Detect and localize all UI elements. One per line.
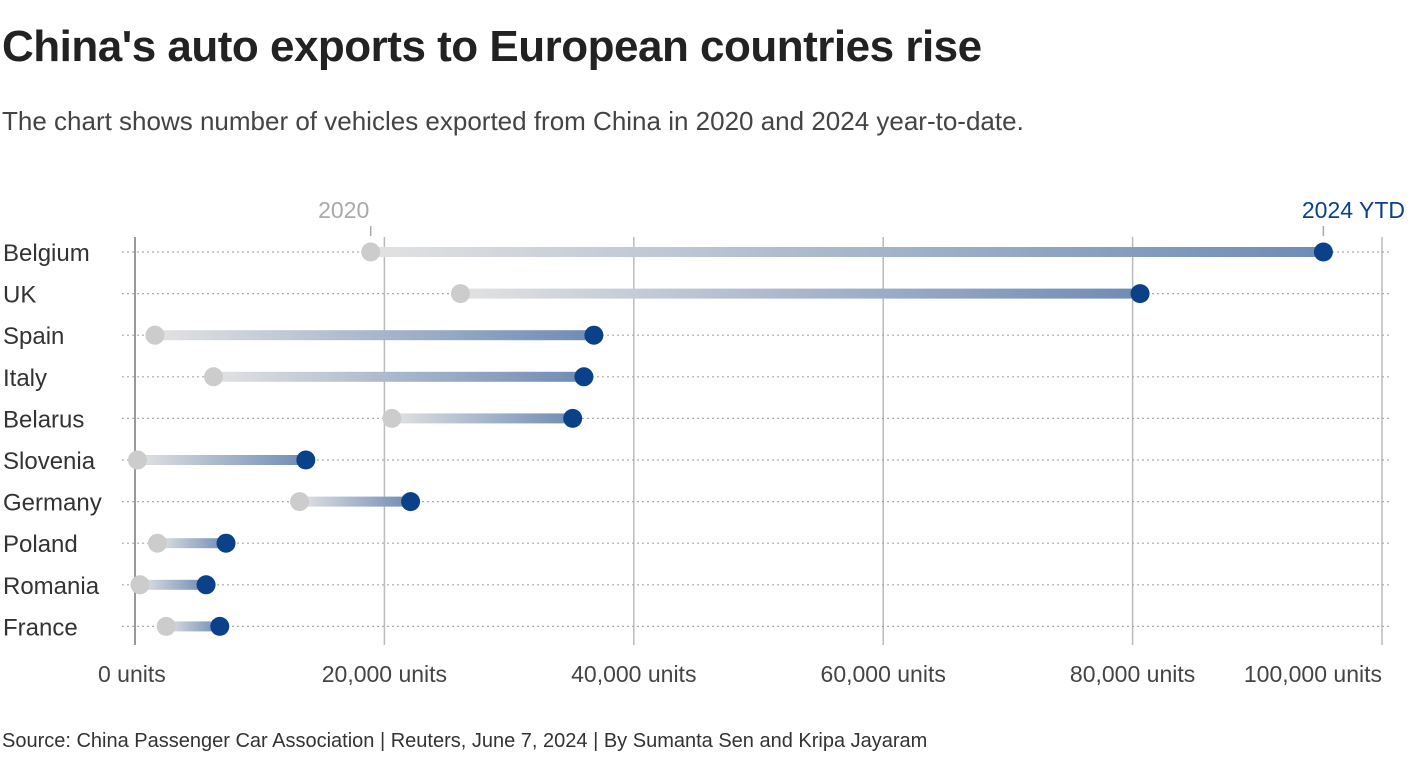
point-2024-ytd [1130,284,1150,304]
connector-bar [460,288,1141,299]
point-2020 [450,284,470,304]
connector-bar [391,413,573,424]
x-tick-label: 100,000 units [1244,661,1382,687]
category-label: Belarus [3,406,84,433]
point-2024-ytd [196,575,216,595]
point-2024-ytd [296,450,316,470]
legend-2024-ytd: 2024 YTD [1302,197,1405,223]
point-2024-ytd [574,367,594,387]
connector-bar [139,579,207,590]
connector-bar [213,371,584,382]
connector-bar [157,538,227,549]
point-2020 [204,367,224,387]
chart-title: China's auto exports to European countri… [2,22,982,71]
category-label: Slovenia [3,448,96,475]
category-label: Spain [3,323,64,350]
connector-bar [370,247,1324,257]
point-2020 [147,533,167,553]
category-label: Poland [3,531,78,558]
connector-bar [137,455,306,465]
chart-subtitle: The chart shows number of vehicles expor… [2,106,1024,136]
point-2024-ytd [1313,242,1333,262]
point-2020 [127,450,147,470]
point-2024-ytd [584,325,604,345]
connector-bar [166,621,220,632]
connector-bar [299,496,411,507]
point-2020 [145,325,165,345]
source-note: Source: China Passenger Car Association … [2,730,928,752]
x-tick-label: 80,000 units [1070,661,1195,687]
category-label: Germany [3,490,102,517]
connector-bar [154,330,594,341]
category-label: Romania [3,573,100,600]
category-label: UK [3,282,36,309]
point-2020 [156,616,176,636]
x-tick-label: 60,000 units [821,661,946,687]
point-2024-ytd [216,533,236,553]
x-tick-label: 40,000 units [571,661,696,687]
point-2020 [130,575,150,595]
point-2020 [361,242,381,262]
point-2024-ytd [210,616,230,636]
point-2020 [382,408,402,428]
x-tick-label: 20,000 units [322,661,447,687]
x-tick-label: 0 units [98,661,166,687]
category-label: Belgium [3,240,90,267]
legend-2020: 2020 [318,197,369,223]
category-label: France [3,614,78,641]
point-2024-ytd [563,408,583,428]
category-label: Italy [3,365,47,392]
point-2020 [290,492,310,512]
point-2024-ytd [401,492,421,512]
